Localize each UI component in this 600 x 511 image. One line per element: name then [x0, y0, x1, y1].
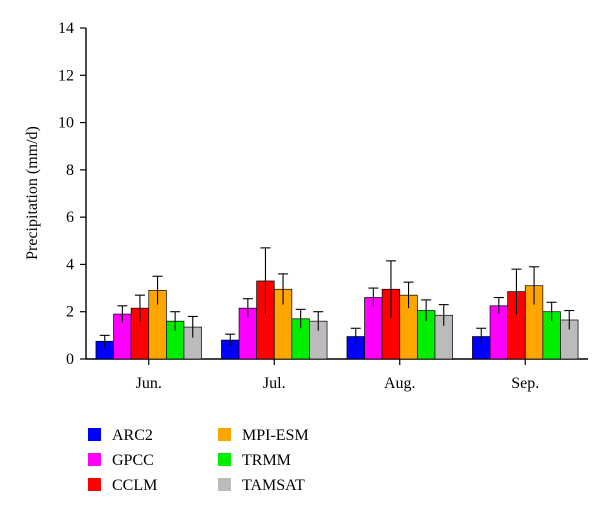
- legend: ARC2 GPCC CCLM MPI-ESM TRMM TAMSAT: [88, 427, 309, 494]
- legend-label: MPI-ESM: [242, 427, 309, 444]
- y-tick-label: 8: [66, 162, 74, 179]
- legend-swatch: [218, 478, 231, 491]
- legend-label: TRMM: [242, 452, 291, 469]
- legend-label: ARC2: [112, 427, 153, 444]
- bars: [95, 280, 579, 360]
- x-tick-label: Jun.: [136, 375, 162, 392]
- y-tick-label: 4: [66, 256, 74, 273]
- legend-swatch: [88, 428, 101, 441]
- legend-label: CCLM: [112, 477, 157, 494]
- y-tick-label: 0: [66, 351, 74, 368]
- y-tick-label: 10: [58, 115, 74, 132]
- y-tick-label: 6: [66, 209, 74, 226]
- y-tick-label: 14: [58, 20, 74, 37]
- x-tick-label: Sep.: [511, 375, 539, 392]
- legend-swatch: [88, 478, 101, 491]
- legend-label: TAMSAT: [242, 477, 305, 494]
- error-bars: [99, 247, 575, 348]
- x-tick-label: Jul.: [263, 375, 286, 392]
- y-axis-label: Precipitation (mm/d): [24, 126, 41, 260]
- y-tick-label: 12: [58, 67, 74, 84]
- x-tick-label: Aug.: [384, 375, 416, 392]
- legend-swatch: [88, 453, 101, 466]
- tick-labels: 0 2 4 6 8 10 12 14 Jun. Jul. Aug. Sep.: [58, 20, 539, 392]
- legend-swatch: [218, 453, 231, 466]
- y-tick-label: 2: [66, 304, 74, 321]
- legend-label: GPCC: [112, 452, 154, 469]
- legend-swatch: [218, 428, 231, 441]
